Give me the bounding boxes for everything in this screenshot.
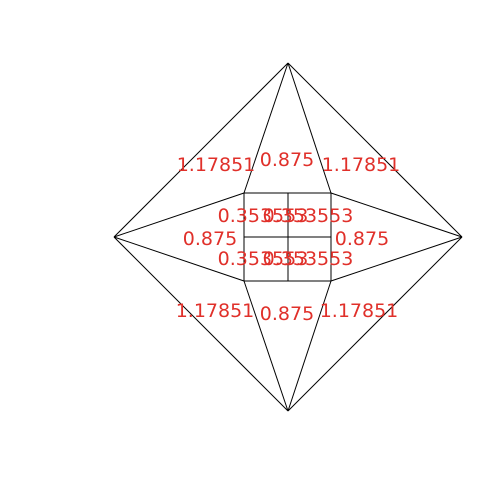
outer-edge-bottom-right (287, 236, 463, 412)
label-center-lower-left: 0.353553 (218, 248, 309, 270)
label-bottom-kite: 0.875 (260, 303, 314, 325)
edge-left-to-inner-tl (113, 192, 245, 238)
edge-right-to-inner-br (330, 236, 463, 282)
inner-square (243, 192, 332, 282)
label-top-kite: 0.875 (260, 149, 314, 171)
label-outer-lower-right: 1.17851 (320, 300, 399, 322)
value-labels: 1.17851 0.875 1.17851 0.353553 0.353553 … (176, 149, 401, 325)
label-center-lower-right: 0.353553 (263, 248, 354, 270)
label-outer-upper-right: 1.17851 (322, 154, 401, 176)
label-right-kite: 0.875 (335, 228, 389, 250)
outer-diamond (113, 62, 463, 412)
edge-bottom-to-inner-br (287, 280, 332, 412)
edge-bottom-to-inner-bl (243, 280, 289, 412)
label-left-kite: 0.875 (183, 228, 237, 250)
edge-top-to-inner-tl (243, 62, 289, 194)
label-center-upper-left: 0.353553 (218, 205, 309, 227)
outer-edge-top-left (113, 62, 289, 238)
kite-edges (113, 62, 463, 412)
label-center-upper-right: 0.353553 (263, 205, 354, 227)
label-outer-upper-left: 1.17851 (177, 154, 256, 176)
outer-edge-bottom-left (113, 236, 289, 412)
edge-top-to-inner-tr (287, 62, 332, 194)
outer-edge-top-right (287, 62, 463, 238)
edge-right-to-inner-tr (330, 192, 463, 238)
label-outer-lower-left: 1.17851 (176, 300, 255, 322)
edge-left-to-inner-bl (113, 236, 245, 282)
